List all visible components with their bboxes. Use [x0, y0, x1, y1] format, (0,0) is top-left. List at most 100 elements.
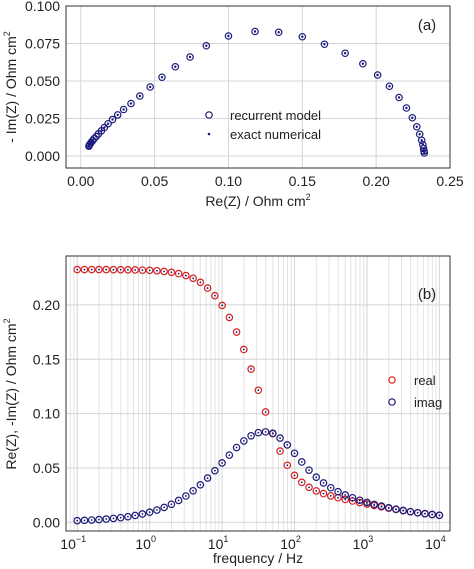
imag-point-exact — [373, 503, 376, 506]
imag-point-exact — [184, 495, 187, 497]
recurrent-model-point — [298, 32, 307, 41]
imag-point-exact — [242, 439, 245, 442]
imag-point — [406, 507, 415, 516]
imag-point-exact — [337, 490, 339, 493]
exact-numerical-point — [92, 137, 96, 140]
x-tick-label: 102 — [280, 534, 301, 552]
real-point — [189, 274, 197, 283]
x-tick-exponent: 3 — [368, 534, 373, 544]
real-point — [218, 301, 226, 310]
real-point — [276, 447, 284, 455]
real-point-exact — [184, 274, 187, 277]
exact-numerical-point — [343, 52, 347, 55]
imag-point-exact — [271, 432, 274, 435]
imag-point-exact — [83, 519, 86, 522]
real-point-exact — [322, 492, 325, 495]
real-point-exact — [141, 269, 144, 272]
exact-numerical-point — [160, 76, 164, 79]
real-point-exact — [228, 316, 231, 319]
real-point — [138, 266, 147, 274]
imag-point-exact — [199, 483, 202, 486]
imag-point-exact — [90, 519, 93, 521]
imag-point — [269, 429, 277, 438]
imag-point-exact — [322, 482, 325, 484]
exact-numerical-point — [122, 108, 125, 111]
unit-exponent: 2 — [2, 318, 12, 323]
y-tick-label: 0.05 — [33, 460, 60, 476]
recurrent-model-point — [136, 92, 144, 100]
imag-point-exact — [293, 452, 296, 455]
real-point — [341, 495, 350, 504]
legend-marker-exact-numerical — [207, 132, 211, 136]
recurrent-model-point — [88, 136, 97, 145]
real-point-exact — [315, 489, 318, 492]
recurrent-model-point — [104, 119, 112, 128]
imag-point-exact — [134, 514, 137, 517]
real-point — [225, 313, 234, 322]
exact-numerical-point — [421, 143, 425, 146]
imag-point — [421, 509, 429, 518]
imag-point — [276, 434, 284, 442]
real-point-exact — [337, 496, 339, 499]
imag-point — [247, 431, 255, 440]
recurrent-model-point — [417, 136, 426, 145]
real-point-exact — [206, 287, 209, 289]
real-point — [319, 489, 328, 498]
exact-numerical-point — [411, 116, 414, 119]
real-point — [211, 291, 219, 300]
exact-numerical-point — [89, 141, 93, 144]
real-point — [153, 266, 161, 275]
real-point — [290, 471, 299, 480]
exact-numerical-point — [95, 135, 98, 138]
x-tick-label: 0.25 — [436, 173, 463, 189]
exact-numerical-point — [397, 96, 401, 99]
x-tick-label: 10−1 — [60, 534, 86, 552]
panel-b-xlabel: frequency / Hz — [213, 550, 303, 566]
imag-point — [196, 481, 205, 489]
imag-point-exact — [257, 431, 260, 434]
imag-point — [319, 479, 328, 487]
panel-b-label: (b) — [418, 286, 436, 303]
panel-a-data-marks — [85, 27, 429, 157]
real-point — [305, 483, 313, 492]
imag-point — [384, 503, 393, 512]
real-point — [247, 365, 255, 373]
x-tick-label: 104 — [425, 534, 446, 552]
real-point-exact — [300, 481, 303, 484]
recurrent-model-point — [186, 53, 194, 61]
x-tick-label: 0.20 — [363, 173, 390, 189]
real-point-exact — [242, 348, 245, 351]
exact-numerical-point — [323, 43, 326, 46]
legend-label-real: real — [414, 373, 436, 388]
real-point-exact — [170, 271, 173, 274]
imag-point-exact — [156, 509, 158, 511]
real-point-exact — [119, 268, 122, 271]
recurrent-model-point — [402, 104, 411, 112]
exact-numerical-point — [97, 132, 100, 135]
unit-exponent: 2 — [306, 192, 311, 202]
imag-point-exact — [119, 516, 122, 519]
real-point — [80, 265, 89, 274]
real-point — [240, 345, 248, 354]
recurrent-model-point — [385, 82, 394, 91]
imag-point-exact — [192, 489, 195, 492]
real-point-exact — [163, 270, 166, 273]
imag-point-exact — [358, 499, 361, 502]
imag-point — [232, 443, 241, 452]
recurrent-model-point — [146, 83, 154, 91]
imag-point — [153, 506, 161, 514]
imag-point-exact — [344, 494, 347, 496]
imag-point — [341, 491, 350, 499]
panel-b-gridlines — [66, 256, 450, 531]
recurrent-model-point — [420, 149, 429, 157]
legend-label-exact-numerical: exact numerical — [230, 127, 321, 142]
exact-numerical-point — [376, 73, 379, 77]
nyquist-panel: 0.00 0.05 0.10 0.15 0.20 0.25 0.000 0.025 0.050 0… — [2, 0, 464, 209]
imag-point-exact — [163, 506, 166, 509]
real-point — [73, 265, 82, 274]
imag-point — [312, 473, 321, 481]
recurrent-model-point — [113, 111, 122, 119]
recurrent-model-point — [127, 99, 135, 108]
imag-point-exact — [206, 477, 209, 479]
real-point — [182, 271, 190, 280]
